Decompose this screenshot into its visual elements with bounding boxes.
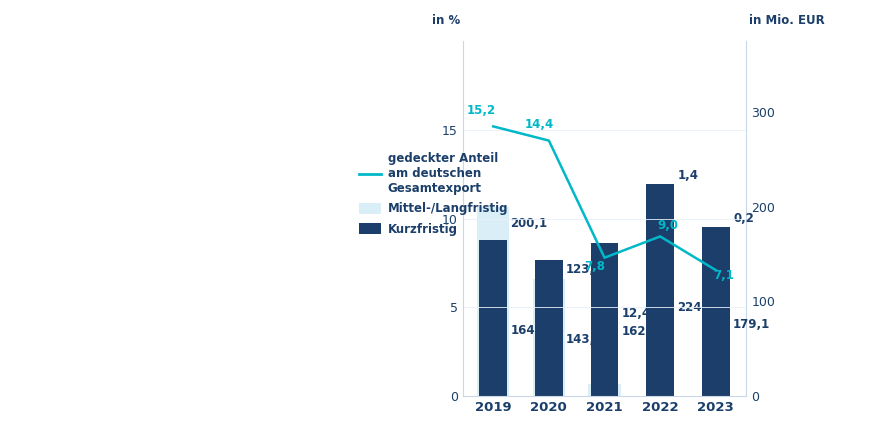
- Bar: [590, 243, 618, 396]
- Bar: [587, 384, 620, 396]
- Bar: [534, 260, 562, 396]
- Legend: gedeckter Anteil
am deutschen
Gesamtexport, Mittel-/Langfristig, Kurzfristig: gedeckter Anteil am deutschen Gesamtexpo…: [355, 148, 513, 240]
- Text: 7,1: 7,1: [713, 269, 733, 282]
- Text: 143,4: 143,4: [566, 332, 603, 346]
- Text: in Mio. EUR: in Mio. EUR: [748, 14, 824, 27]
- Text: 1,4: 1,4: [677, 169, 698, 182]
- Bar: [479, 240, 507, 396]
- Bar: [532, 279, 564, 396]
- Text: 9,0: 9,0: [657, 219, 678, 232]
- Text: 14,4: 14,4: [524, 118, 553, 131]
- Text: 0,2: 0,2: [733, 212, 753, 225]
- Text: 164,7: 164,7: [510, 324, 547, 337]
- Text: 123,6: 123,6: [566, 263, 603, 276]
- Text: in %: in %: [431, 14, 459, 27]
- Bar: [701, 227, 729, 396]
- Text: 224,0: 224,0: [677, 301, 713, 314]
- Text: 162,2: 162,2: [621, 325, 658, 338]
- Text: 15,2: 15,2: [466, 104, 495, 117]
- Text: 12,4: 12,4: [621, 307, 650, 320]
- Bar: [476, 207, 508, 396]
- Bar: [646, 184, 673, 396]
- Text: 7,8: 7,8: [583, 260, 604, 273]
- Text: 200,1: 200,1: [510, 217, 547, 230]
- Text: 179,1: 179,1: [733, 318, 769, 332]
